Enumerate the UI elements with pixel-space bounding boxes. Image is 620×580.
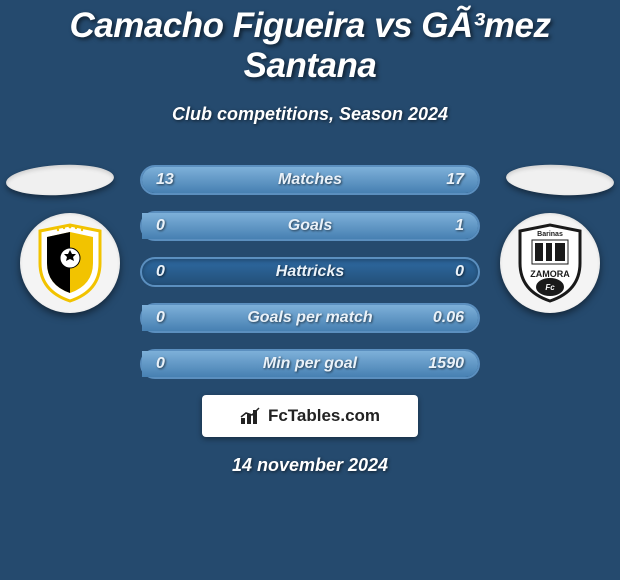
footer-date: 14 november 2024 bbox=[0, 455, 620, 476]
brand-box: FcTables.com bbox=[202, 395, 418, 437]
stat-label: Hattricks bbox=[276, 263, 344, 281]
stat-value-right: 1 bbox=[455, 217, 464, 235]
stat-value-right: 0.06 bbox=[433, 309, 464, 327]
stat-value-left: 0 bbox=[156, 217, 165, 235]
page-title: Camacho Figueira vs GÃ³mez Santana bbox=[0, 0, 620, 86]
stat-row: 13 Matches 17 bbox=[140, 165, 480, 195]
stat-row: 0 Goals per match 0.06 bbox=[140, 303, 480, 333]
svg-text:ZAMORA: ZAMORA bbox=[530, 269, 570, 279]
page-subtitle: Club competitions, Season 2024 bbox=[0, 104, 620, 125]
oval-right-decor bbox=[505, 162, 614, 198]
oval-left-decor bbox=[5, 162, 114, 198]
stat-value-right: 1590 bbox=[428, 355, 464, 373]
svg-text:Fc: Fc bbox=[545, 283, 555, 292]
stat-value-left: 13 bbox=[156, 171, 174, 189]
stat-value-left: 0 bbox=[156, 263, 165, 281]
stat-row: 0 Hattricks 0 bbox=[140, 257, 480, 287]
shield-left-icon bbox=[35, 223, 105, 303]
stat-value-right: 17 bbox=[446, 171, 464, 189]
stat-value-left: 0 bbox=[156, 309, 165, 327]
stat-label: Goals bbox=[288, 217, 332, 235]
stat-rows: 13 Matches 17 0 Goals 1 0 Hattricks 0 0 Goals per … bbox=[140, 165, 480, 379]
team-right-badge: Barinas ZAMORA Fc bbox=[500, 213, 600, 313]
stat-row: 0 Min per goal 1590 bbox=[140, 349, 480, 379]
stat-row: 0 Goals 1 bbox=[140, 211, 480, 241]
stat-label: Min per goal bbox=[263, 355, 357, 373]
stat-label: Matches bbox=[278, 171, 342, 189]
team-left-badge bbox=[20, 213, 120, 313]
shield-right-icon: Barinas ZAMORA Fc bbox=[515, 223, 585, 303]
brand-text: FcTables.com bbox=[268, 406, 380, 426]
svg-text:Barinas: Barinas bbox=[537, 231, 563, 238]
comparison-arena: Barinas ZAMORA Fc 13 Matches 17 0 Goals 1 0 Hat… bbox=[0, 165, 620, 379]
bar-chart-icon bbox=[240, 407, 262, 425]
stat-value-right: 0 bbox=[455, 263, 464, 281]
stat-value-left: 0 bbox=[156, 355, 165, 373]
stat-label: Goals per match bbox=[247, 309, 372, 327]
